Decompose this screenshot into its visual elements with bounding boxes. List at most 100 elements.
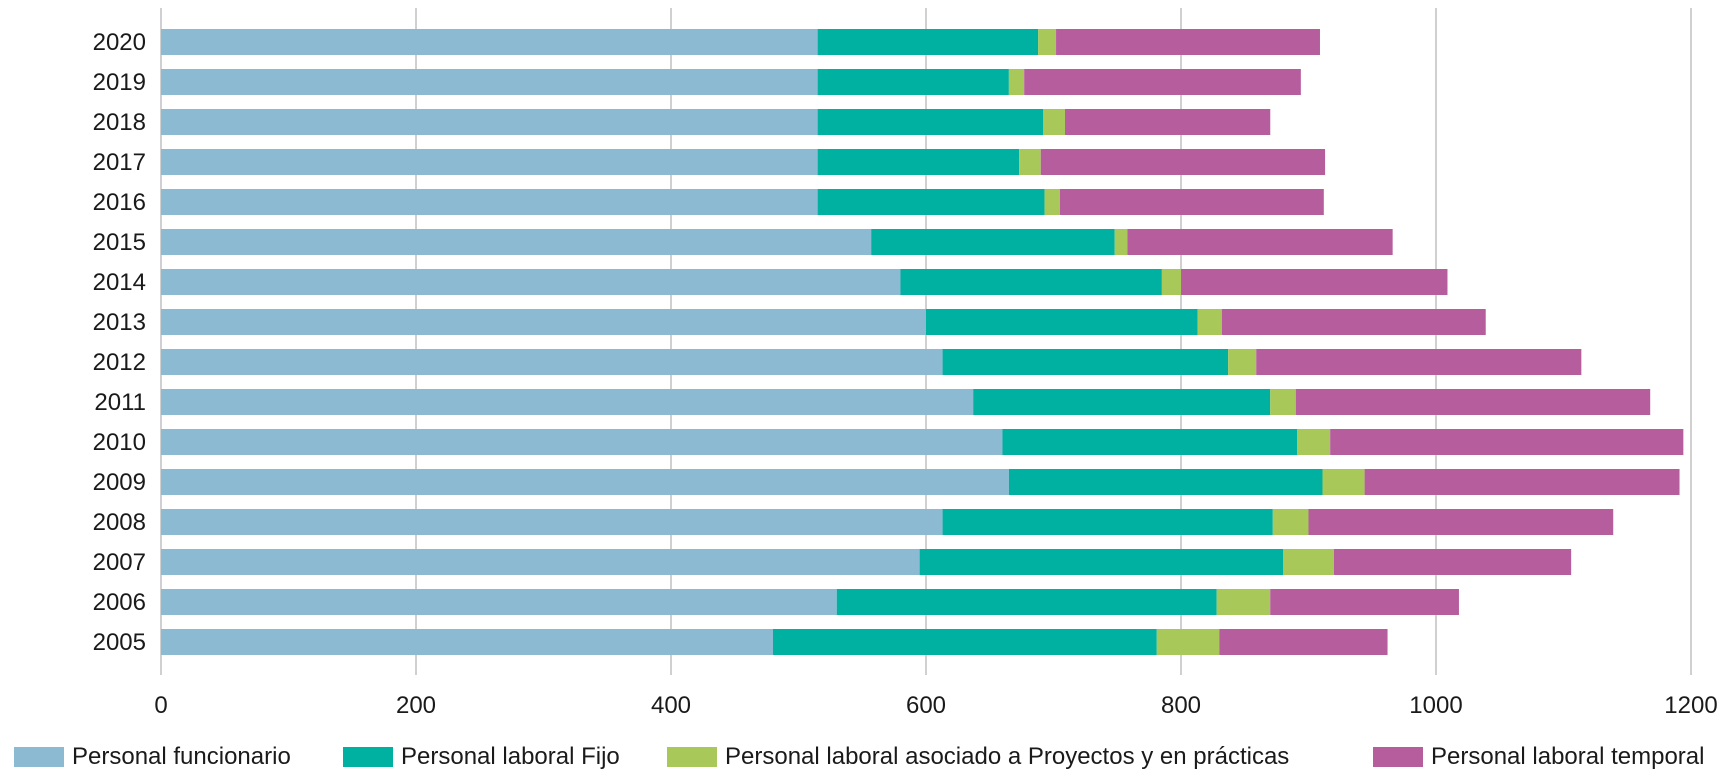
bar-segment [161, 629, 773, 655]
legend-swatch [667, 747, 717, 767]
legend-item: Personal laboral Fijo [343, 742, 620, 772]
legend-label: Personal laboral temporal [1431, 743, 1705, 770]
bar-segment [1024, 69, 1301, 95]
bar-segment [161, 269, 901, 295]
bar-segment [1002, 429, 1298, 455]
bar-segment [817, 149, 1020, 175]
legend-label: Personal laboral Fijo [401, 743, 620, 770]
bar-segment [161, 69, 818, 95]
bar-segment [1156, 629, 1220, 655]
x-tick-label: 600 [906, 692, 946, 719]
category-label: 2007 [93, 549, 146, 576]
bar-segment [1216, 589, 1271, 615]
bar-segment [1256, 349, 1582, 375]
bar-segment [1364, 469, 1680, 495]
bar-segment [817, 189, 1045, 215]
category-label: 2014 [93, 269, 146, 296]
category-label: 2010 [93, 429, 146, 456]
bar-segment [1127, 229, 1393, 255]
bar-segment [1283, 549, 1334, 575]
bar-segment [1008, 469, 1323, 495]
bar-segment [900, 269, 1162, 295]
bar-segment [871, 229, 1115, 255]
bar-segment [1038, 29, 1057, 55]
bar-segment [1161, 269, 1181, 295]
category-label: 2020 [93, 29, 146, 56]
legend-item: Personal laboral asociado a Proyectos y … [667, 742, 1289, 772]
bar-segment [1334, 549, 1572, 575]
bar-segment [817, 69, 1009, 95]
bar-segment [161, 349, 943, 375]
bar-segment [817, 109, 1044, 135]
category-label: 2018 [93, 109, 146, 136]
category-label: 2013 [93, 309, 146, 336]
x-tick-label: 800 [1161, 692, 1201, 719]
legend-label: Personal funcionario [72, 743, 291, 770]
bar-segment [161, 389, 974, 415]
bar-segment [161, 29, 818, 55]
bar-segment [1270, 589, 1459, 615]
legend: Personal funcionario Personal laboral Fij… [0, 742, 1729, 772]
category-label: 2015 [93, 229, 146, 256]
category-label: 2009 [93, 469, 146, 496]
bar-segment [1181, 269, 1448, 295]
bar-segment [161, 469, 1009, 495]
bar-segment [1295, 389, 1651, 415]
bar-segment [1219, 629, 1388, 655]
value-axis: 0 200 400 600 800 1000 1200 [154, 692, 1717, 719]
bar-segment [836, 589, 1217, 615]
bar-segment [161, 149, 818, 175]
x-tick-label: 400 [651, 692, 691, 719]
bar-segment [1228, 349, 1257, 375]
bar-segment [1044, 189, 1060, 215]
bar-segment [1272, 509, 1309, 535]
category-label: 2019 [93, 69, 146, 96]
bar-segment [1043, 109, 1065, 135]
category-label: 2011 [94, 389, 146, 416]
legend-swatch [1373, 747, 1423, 767]
x-tick-label: 0 [154, 692, 167, 719]
bar-segment [1297, 429, 1331, 455]
bar-segment [1008, 69, 1025, 95]
category-label: 2006 [93, 589, 146, 616]
bar-segment [1322, 469, 1365, 495]
bar-segment [1040, 149, 1326, 175]
bar-segment [161, 189, 818, 215]
legend-item: Personal laboral temporal [1373, 742, 1704, 772]
bar-segment [1019, 149, 1041, 175]
bar-segment [926, 309, 1198, 335]
bar-segment [161, 549, 920, 575]
bar-segment [1197, 309, 1222, 335]
legend-item: Personal funcionario [14, 742, 291, 772]
category-label: 2008 [93, 509, 146, 536]
bar-segment [1064, 109, 1271, 135]
bar-segment [773, 629, 1157, 655]
bar-segment [1308, 509, 1614, 535]
category-label: 2016 [93, 189, 146, 216]
bar-segment [1114, 229, 1128, 255]
stacked-bar-chart: 2020 2019 2018 2017 2016 2015 2014 2013 2012 2011… [93, 8, 1718, 719]
x-tick-label: 1000 [1409, 692, 1462, 719]
bar-series [161, 29, 1684, 655]
legend-swatch [343, 747, 393, 767]
bar-segment [942, 509, 1273, 535]
legend-swatch [14, 747, 64, 767]
x-tick-label: 200 [396, 692, 436, 719]
bar-segment [1059, 189, 1324, 215]
bar-segment [161, 109, 818, 135]
bar-segment [161, 429, 1003, 455]
bar-segment [942, 349, 1229, 375]
bar-segment [817, 29, 1039, 55]
bar-segment [161, 229, 872, 255]
legend-label: Personal laboral asociado a Proyectos y … [725, 743, 1290, 770]
bar-segment [1330, 429, 1684, 455]
bar-segment [1056, 29, 1320, 55]
category-label: 2017 [93, 149, 146, 176]
bar-segment [161, 589, 837, 615]
bar-segment [973, 389, 1271, 415]
category-axis: 2020 2019 2018 2017 2016 2015 2014 2013 2012 2011… [93, 29, 146, 656]
category-label: 2012 [93, 349, 146, 376]
x-tick-label: 1200 [1664, 692, 1717, 719]
category-label: 2005 [93, 629, 146, 656]
bar-segment [1221, 309, 1486, 335]
